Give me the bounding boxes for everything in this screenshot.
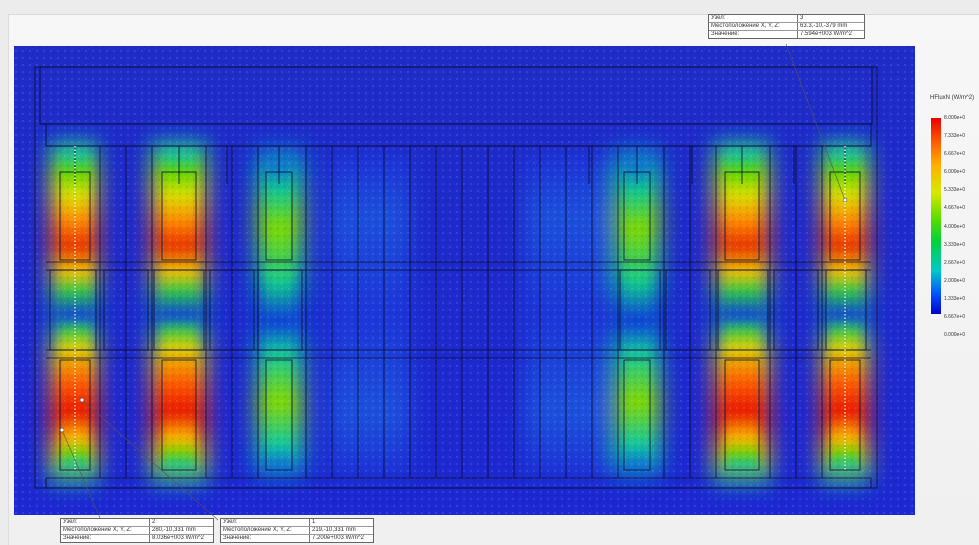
legend-label: 1.333e+0	[944, 295, 965, 302]
geometry-outline	[34, 66, 878, 489]
value-label: Значение:	[63, 535, 92, 541]
node-value: 1	[309, 519, 373, 526]
location-value: 219,-10,331 mm	[309, 527, 373, 534]
flux-value: 7.200e+003 W/m^2	[309, 535, 373, 542]
location-label: Местоположение X, Y, Z:	[223, 527, 292, 533]
location-label: Местоположение X, Y, Z:	[63, 527, 132, 533]
value-label: Значение:	[223, 535, 252, 541]
value-label: Значение:	[711, 31, 740, 37]
node-value: 2	[149, 519, 213, 526]
location-value: 280,-10,331 mm	[149, 527, 213, 534]
legend-label: 4.667e+0	[944, 205, 965, 212]
node-label: Узел:	[711, 15, 726, 21]
probe-callout-3[interactable]: Узел: 3 Местоположение X, Y, Z: 63.3,-10,-…	[708, 14, 865, 39]
legend-label: 8.000e+0	[944, 115, 965, 121]
probe-callout-1[interactable]: Узел: 1 Местоположение X, Y, Z: 219,-10,33…	[220, 518, 374, 543]
legend-label: 6.667e+0	[944, 151, 965, 158]
probe-leaders	[61, 43, 846, 521]
node-label: Узел:	[63, 519, 78, 525]
legend-label: 6.000e+0	[944, 169, 965, 176]
location-label: Местоположение X, Y, Z:	[711, 23, 780, 29]
legend-label: 2.000e+0	[944, 277, 965, 284]
node-value: 3	[797, 15, 864, 22]
legend-labels: 8.000e+0 7.333e+0 6.667e+0 6.000e+0 5.33…	[944, 114, 979, 349]
legend-label: 5.333e+0	[944, 187, 965, 194]
location-value: 63.3,-10,-379 mm	[797, 23, 864, 30]
node-label: Узел:	[223, 519, 238, 525]
probe-markers	[59, 197, 848, 433]
flux-value: 7.594e+003 W/m^2	[797, 31, 864, 38]
legend-title: HFluxN (W/m^2)	[930, 95, 975, 101]
legend-label: 0.000e+0	[944, 332, 965, 339]
mesh-noise	[14, 46, 915, 515]
color-scale-bar	[931, 118, 941, 314]
legend-label: 3.333e+0	[944, 241, 965, 248]
probe-callout-2[interactable]: Узел: 2 Местоположение X, Y, Z: 280,-10,33…	[60, 518, 214, 543]
legend-label: 7.333e+0	[944, 133, 965, 140]
flux-value: 8.036e+003 W/m^2	[149, 535, 213, 542]
legend-label: 6.667e+0	[944, 314, 965, 321]
legend-label: 4.000e+0	[944, 223, 965, 230]
legend-label: 2.667e+0	[944, 259, 965, 266]
